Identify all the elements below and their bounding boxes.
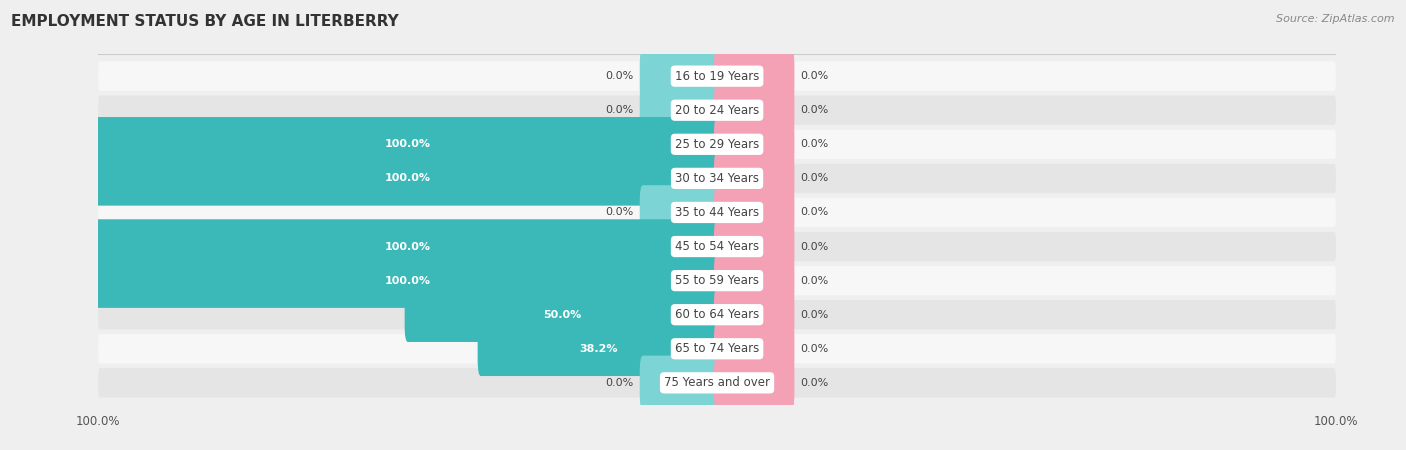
Text: 0.0%: 0.0% xyxy=(800,207,828,217)
FancyBboxPatch shape xyxy=(96,219,720,274)
Text: 0.0%: 0.0% xyxy=(800,173,828,184)
Text: 0.0%: 0.0% xyxy=(800,378,828,388)
FancyBboxPatch shape xyxy=(98,95,1336,125)
FancyBboxPatch shape xyxy=(714,49,794,104)
Text: 0.0%: 0.0% xyxy=(606,207,634,217)
FancyBboxPatch shape xyxy=(478,321,720,376)
Text: 100.0%: 100.0% xyxy=(385,242,430,252)
FancyBboxPatch shape xyxy=(640,185,720,240)
Text: 0.0%: 0.0% xyxy=(800,242,828,252)
Text: 100.0%: 100.0% xyxy=(385,275,430,286)
Text: Source: ZipAtlas.com: Source: ZipAtlas.com xyxy=(1277,14,1395,23)
FancyBboxPatch shape xyxy=(714,253,794,308)
Text: 55 to 59 Years: 55 to 59 Years xyxy=(675,274,759,287)
Text: 0.0%: 0.0% xyxy=(800,105,828,115)
Text: 0.0%: 0.0% xyxy=(800,140,828,149)
Text: 100.0%: 100.0% xyxy=(385,173,430,184)
Text: 38.2%: 38.2% xyxy=(579,344,619,354)
Text: 60 to 64 Years: 60 to 64 Years xyxy=(675,308,759,321)
FancyBboxPatch shape xyxy=(714,151,794,206)
Text: 65 to 74 Years: 65 to 74 Years xyxy=(675,342,759,355)
Text: 0.0%: 0.0% xyxy=(606,71,634,81)
FancyBboxPatch shape xyxy=(640,49,720,104)
FancyBboxPatch shape xyxy=(714,117,794,171)
FancyBboxPatch shape xyxy=(98,62,1336,91)
FancyBboxPatch shape xyxy=(98,300,1336,329)
FancyBboxPatch shape xyxy=(96,253,720,308)
Text: 0.0%: 0.0% xyxy=(606,105,634,115)
FancyBboxPatch shape xyxy=(98,266,1336,295)
FancyBboxPatch shape xyxy=(98,164,1336,193)
FancyBboxPatch shape xyxy=(98,130,1336,159)
FancyBboxPatch shape xyxy=(98,198,1336,227)
FancyBboxPatch shape xyxy=(98,232,1336,261)
FancyBboxPatch shape xyxy=(96,117,720,171)
Text: 20 to 24 Years: 20 to 24 Years xyxy=(675,104,759,117)
FancyBboxPatch shape xyxy=(714,83,794,138)
FancyBboxPatch shape xyxy=(714,185,794,240)
FancyBboxPatch shape xyxy=(96,151,720,206)
FancyBboxPatch shape xyxy=(714,356,794,410)
Text: 50.0%: 50.0% xyxy=(543,310,582,320)
Text: 75 Years and over: 75 Years and over xyxy=(664,376,770,389)
Text: 35 to 44 Years: 35 to 44 Years xyxy=(675,206,759,219)
Text: 16 to 19 Years: 16 to 19 Years xyxy=(675,70,759,83)
FancyBboxPatch shape xyxy=(640,356,720,410)
Text: 0.0%: 0.0% xyxy=(800,310,828,320)
Text: 45 to 54 Years: 45 to 54 Years xyxy=(675,240,759,253)
FancyBboxPatch shape xyxy=(714,321,794,376)
FancyBboxPatch shape xyxy=(405,288,720,342)
Text: 25 to 29 Years: 25 to 29 Years xyxy=(675,138,759,151)
FancyBboxPatch shape xyxy=(714,288,794,342)
Text: 100.0%: 100.0% xyxy=(385,140,430,149)
Text: 0.0%: 0.0% xyxy=(800,275,828,286)
Text: 30 to 34 Years: 30 to 34 Years xyxy=(675,172,759,185)
FancyBboxPatch shape xyxy=(714,219,794,274)
FancyBboxPatch shape xyxy=(98,334,1336,364)
Text: 0.0%: 0.0% xyxy=(606,378,634,388)
FancyBboxPatch shape xyxy=(640,83,720,138)
Text: 0.0%: 0.0% xyxy=(800,71,828,81)
FancyBboxPatch shape xyxy=(98,368,1336,397)
Text: 0.0%: 0.0% xyxy=(800,344,828,354)
Text: EMPLOYMENT STATUS BY AGE IN LITERBERRY: EMPLOYMENT STATUS BY AGE IN LITERBERRY xyxy=(11,14,399,28)
